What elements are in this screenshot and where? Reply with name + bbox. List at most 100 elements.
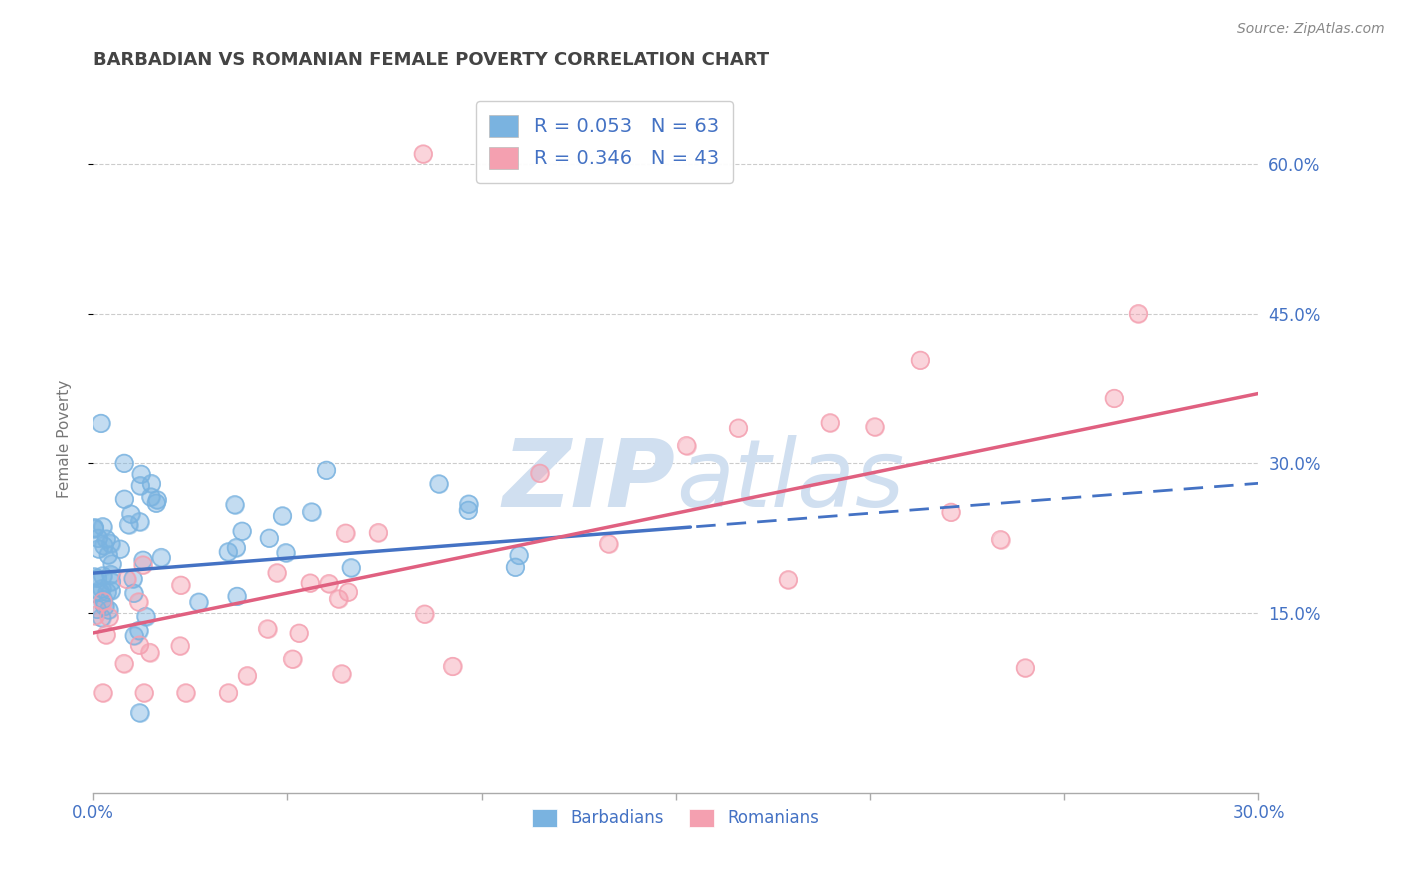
Point: [288, 626, 311, 640]
Point: [231, 524, 253, 539]
Point: [271, 508, 294, 523]
Point: [128, 515, 150, 529]
Point: [457, 497, 479, 511]
Point: [122, 629, 145, 643]
Point: [367, 525, 389, 540]
Point: [910, 353, 932, 368]
Point: [128, 638, 150, 652]
Point: [128, 638, 150, 652]
Point: [441, 659, 464, 673]
Point: [457, 503, 479, 517]
Point: [87, 541, 110, 556]
Point: [598, 537, 620, 551]
Point: [318, 576, 340, 591]
Point: [115, 572, 138, 586]
Point: [129, 478, 152, 492]
Point: [224, 498, 246, 512]
Point: [225, 541, 247, 555]
Point: [93, 539, 115, 553]
Point: [259, 531, 281, 545]
Point: [281, 652, 304, 666]
Point: [505, 560, 527, 574]
Point: [83, 521, 105, 535]
Point: [122, 586, 145, 600]
Point: [100, 536, 122, 550]
Point: [91, 519, 114, 533]
Point: [90, 582, 112, 596]
Point: [128, 515, 150, 529]
Point: [315, 463, 337, 477]
Point: [83, 570, 105, 584]
Point: [129, 467, 152, 482]
Point: [90, 417, 112, 431]
Point: [315, 463, 337, 477]
Point: [139, 490, 162, 504]
Point: [112, 492, 135, 507]
Point: [226, 590, 249, 604]
Point: [217, 686, 239, 700]
Point: [259, 531, 281, 545]
Point: [91, 569, 114, 583]
Point: [281, 652, 304, 666]
Point: [236, 669, 259, 683]
Point: [82, 586, 104, 600]
Text: Source: ZipAtlas.com: Source: ZipAtlas.com: [1237, 22, 1385, 37]
Point: [86, 602, 108, 616]
Point: [457, 497, 479, 511]
Point: [97, 548, 120, 562]
Point: [328, 591, 350, 606]
Point: [100, 583, 122, 598]
Point: [97, 548, 120, 562]
Point: [128, 624, 150, 638]
Point: [169, 639, 191, 653]
Point: [128, 595, 150, 609]
Point: [139, 490, 162, 504]
Point: [1104, 392, 1126, 406]
Point: [910, 353, 932, 368]
Point: [87, 532, 110, 546]
Text: atlas: atlas: [676, 435, 904, 526]
Legend: Barbadians, Romanians: Barbadians, Romanians: [526, 802, 825, 834]
Point: [1128, 307, 1150, 321]
Point: [1014, 661, 1036, 675]
Point: [145, 496, 167, 510]
Point: [96, 532, 118, 546]
Point: [93, 592, 115, 607]
Point: [274, 546, 297, 560]
Point: [990, 533, 1012, 547]
Point: [117, 517, 139, 532]
Point: [340, 560, 363, 574]
Point: [727, 421, 749, 435]
Point: [100, 583, 122, 598]
Point: [100, 567, 122, 582]
Point: [93, 599, 115, 614]
Point: [89, 585, 111, 599]
Point: [256, 622, 278, 636]
Point: [299, 576, 322, 591]
Point: [1128, 307, 1150, 321]
Point: [187, 595, 209, 609]
Point: [150, 550, 173, 565]
Point: [97, 603, 120, 617]
Point: [139, 646, 162, 660]
Point: [135, 609, 157, 624]
Text: BARBADIAN VS ROMANIAN FEMALE POVERTY CORRELATION CHART: BARBADIAN VS ROMANIAN FEMALE POVERTY COR…: [93, 51, 769, 69]
Point: [508, 549, 530, 563]
Point: [96, 585, 118, 599]
Point: [112, 456, 135, 470]
Point: [174, 686, 197, 700]
Point: [112, 657, 135, 671]
Point: [529, 467, 551, 481]
Point: [100, 567, 122, 582]
Point: [427, 476, 450, 491]
Point: [108, 542, 131, 557]
Point: [1104, 392, 1126, 406]
Point: [939, 505, 962, 519]
Point: [413, 607, 436, 622]
Point: [84, 608, 107, 623]
Point: [100, 574, 122, 589]
Point: [224, 498, 246, 512]
Point: [91, 595, 114, 609]
Point: [337, 585, 360, 599]
Point: [231, 524, 253, 539]
